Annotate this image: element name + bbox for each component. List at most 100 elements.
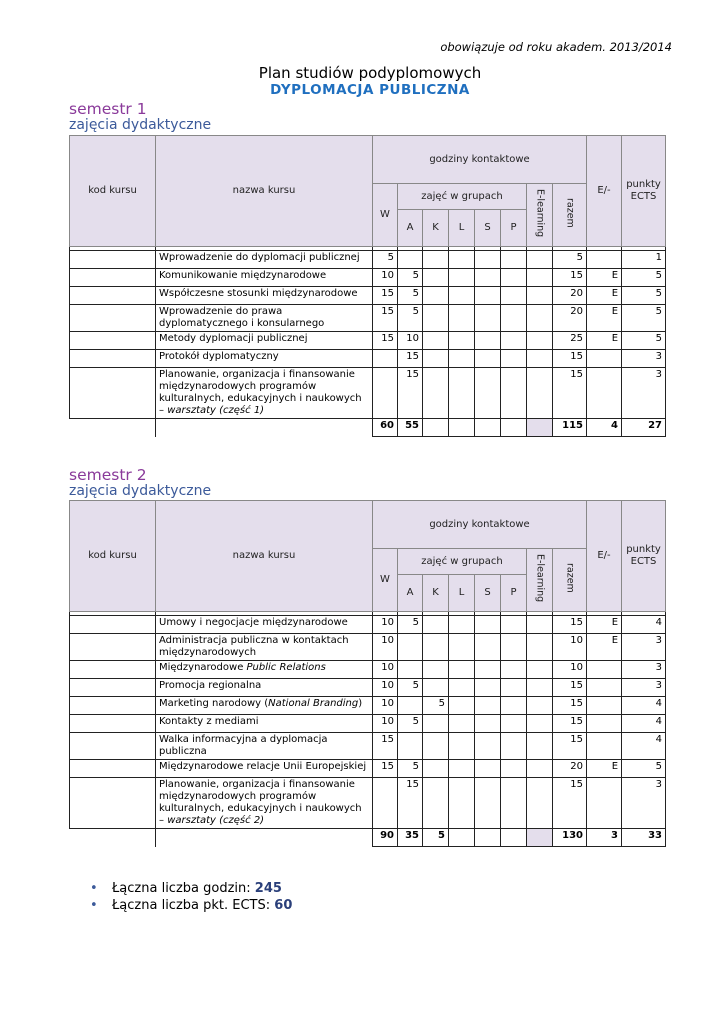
table-cell [397, 732, 423, 760]
table-cell: 3 [621, 660, 667, 679]
table-cell: Marketing narodowy (National Branding) [155, 696, 373, 715]
table-cell [69, 759, 156, 778]
table-cell [422, 714, 449, 733]
course-row: Protokół dyplomatyczny 15 15 3 [69, 349, 667, 368]
table-cell: 15 [372, 331, 398, 350]
course-row: Międzynarodowe Public Relations 10 10 3 [69, 660, 667, 679]
table-cell [526, 304, 553, 332]
table-cell [448, 660, 475, 679]
header-row: kod kursu nazwa kursu godziny kontaktowe E/… [69, 500, 667, 612]
text-part: warsztaty (część 2) [167, 815, 265, 826]
table-cell: 5 [621, 268, 667, 287]
total-cell [422, 418, 449, 437]
table-cell: Metody dyplomacji publicznej [155, 331, 373, 350]
header-cell: P [500, 209, 527, 247]
table-cell [422, 732, 449, 760]
table-cell: 1 [621, 250, 667, 269]
table-cell [500, 696, 527, 715]
table-cell [422, 633, 449, 661]
table-cell: Wprowadzenie do prawa dyplomatycznego i … [155, 304, 373, 332]
table-cell [526, 250, 553, 269]
table-cell [448, 759, 475, 778]
table-cell: Protokół dyplomatyczny [155, 349, 373, 368]
header-cell: W [372, 548, 398, 612]
total-cell [474, 828, 501, 847]
table-cell [422, 286, 449, 305]
header-cell: nazwa kursu [155, 135, 373, 247]
table-cell [397, 250, 423, 269]
table-cell: 15 [397, 349, 423, 368]
table-cell [422, 349, 449, 368]
table-cell: 10 [372, 268, 398, 287]
total-row: 60 55 115 4 27 [69, 418, 667, 437]
table-cell: Współczesne stosunki międzynarodowe [155, 286, 373, 305]
header-cell: A [397, 574, 423, 612]
table-cell: 10 [372, 714, 398, 733]
summary-label: Łączna liczba godzin: [112, 881, 251, 896]
table-cell: 4 [621, 696, 667, 715]
summary-item: Łączna liczba pkt. ECTS: 60 [90, 897, 292, 914]
table-cell [500, 759, 527, 778]
table-cell: 4 [621, 615, 667, 634]
total-cell [474, 418, 501, 437]
table-cell [474, 331, 501, 350]
table-cell: 5 [397, 615, 423, 634]
table-cell [448, 367, 475, 419]
table-cell [526, 714, 553, 733]
table-cell: E [586, 615, 623, 634]
total-cell [69, 828, 156, 847]
table-cell [526, 678, 553, 697]
table-cell [474, 304, 501, 332]
header-cell: kod kursu [69, 135, 156, 247]
header-cell: zajęć w grupach [397, 548, 527, 575]
table-cell [372, 349, 398, 368]
total-cell [526, 418, 553, 437]
table-cell [397, 633, 423, 661]
table-cell [526, 660, 553, 679]
course-row: Współczesne stosunki międzynarodowe 15 5 20… [69, 286, 667, 305]
table-cell [69, 696, 156, 715]
table-cell [397, 696, 423, 715]
semester-subtitle: zajęcia dydaktyczne [69, 483, 212, 499]
table-cell: 15 [551, 349, 588, 368]
table-cell: E [586, 759, 623, 778]
total-cell: 60 [372, 418, 398, 437]
table-cell: 3 [621, 678, 667, 697]
table-cell: 15 [397, 367, 423, 419]
table-cell [448, 615, 475, 634]
total-cell: 3 [586, 828, 623, 847]
table-header: kod kursu nazwa kursu godziny kontaktowe E/… [69, 135, 667, 247]
table-cell: 20 [551, 286, 588, 305]
table-cell: 5 [397, 304, 423, 332]
table-cell: 10 [372, 633, 398, 661]
total-cell [448, 828, 475, 847]
table-cell [474, 286, 501, 305]
table-cell [500, 660, 527, 679]
table-cell: 5 [621, 286, 667, 305]
table-cell: 3 [621, 633, 667, 661]
table-cell: Administracja publiczna w kontaktach mię… [155, 633, 373, 661]
table-cell: 15 [551, 678, 588, 697]
table-cell: 15 [551, 268, 588, 287]
summary-value: 60 [274, 898, 293, 913]
table-cell [474, 349, 501, 368]
table-cell [526, 268, 553, 287]
table-cell [448, 777, 475, 829]
total-row: 90 35 5 130 3 33 [69, 828, 667, 847]
table-cell: 15 [372, 304, 398, 332]
text-part: ) [358, 698, 363, 709]
text-part: Public Relations [246, 662, 326, 673]
table-cell [474, 732, 501, 760]
summary: Łączna liczba godzin: 245Łączna liczba p… [90, 880, 292, 914]
table-cell: 10 [397, 331, 423, 350]
total-cell: 55 [397, 418, 423, 437]
total-cell: 5 [422, 828, 449, 847]
table-cell [69, 678, 156, 697]
header-cell: E-learning [526, 183, 553, 247]
table-cell [586, 367, 623, 419]
table-cell [526, 732, 553, 760]
table-cell: 20 [551, 304, 588, 332]
header-cell: E-learning [526, 548, 553, 612]
course-row: Kontakty z mediami 10 5 15 4 [69, 714, 667, 733]
